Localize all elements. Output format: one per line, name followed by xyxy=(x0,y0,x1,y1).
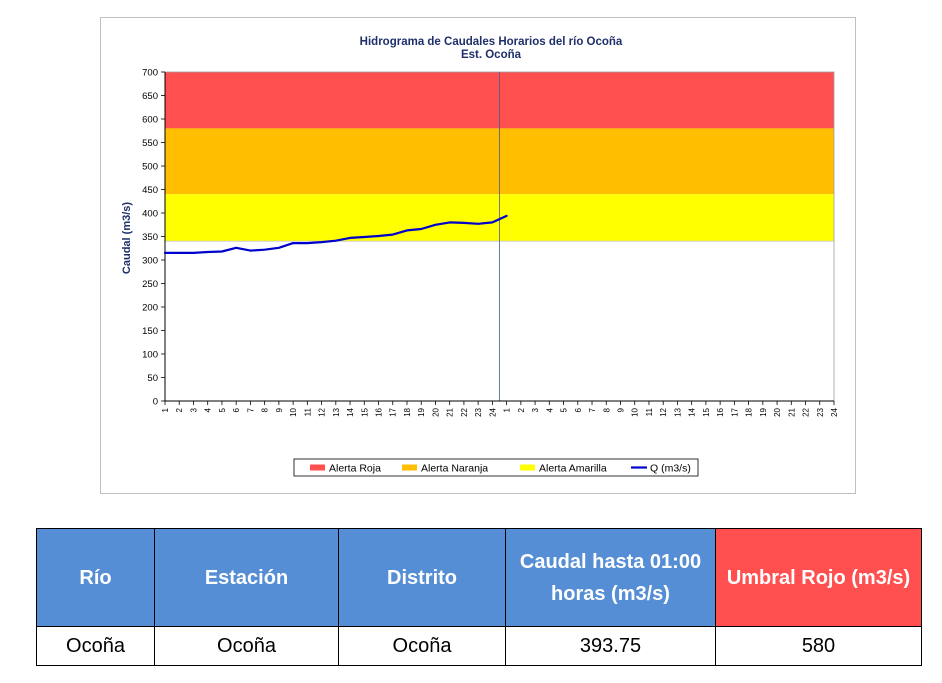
x-tick-label: 19 xyxy=(417,407,426,416)
x-tick-label: 13 xyxy=(673,407,682,416)
x-tick-label: 4 xyxy=(204,407,213,412)
y-tick-label: 350 xyxy=(142,232,158,243)
x-tick-label: 1 xyxy=(161,407,170,412)
x-tick-label: 10 xyxy=(631,407,640,416)
x-tick-label: 21 xyxy=(446,407,455,416)
x-tick-label: 11 xyxy=(645,407,654,416)
legend-box xyxy=(293,458,699,477)
x-tick-label: 16 xyxy=(375,407,384,416)
x-tick-label: 22 xyxy=(802,407,811,416)
x-tick-label: 4 xyxy=(545,407,554,412)
legend-swatch-1 xyxy=(310,464,325,471)
x-tick-label: 7 xyxy=(588,407,597,412)
x-tick-label: 9 xyxy=(616,407,625,412)
chart-legend: Alerta Roja Alerta Naranja Alerta Amarilla… xyxy=(293,458,699,477)
x-tick-label: 14 xyxy=(688,407,697,416)
table-header-row: Río Estación Distrito Caudal hasta 01:00… xyxy=(36,528,922,627)
x-tick-label: 16 xyxy=(716,407,725,416)
chart-subtitle: Est. Ocoña xyxy=(461,49,522,61)
x-tick-label: 1 xyxy=(503,407,512,412)
x-tick-label: 18 xyxy=(745,407,754,416)
x-tick-label: 12 xyxy=(318,407,327,416)
x-tick-label: 23 xyxy=(474,407,483,416)
x-tick-label: 24 xyxy=(488,407,497,416)
y-tick-label: 400 xyxy=(142,209,158,220)
x-tick-label: 17 xyxy=(730,407,739,416)
x-tick-label: 2 xyxy=(175,407,184,412)
x-tick-label: 21 xyxy=(787,407,796,416)
header-umbral-rojo: Umbral Rojo (m3/s) xyxy=(715,528,922,627)
x-tick-label: 15 xyxy=(360,407,369,416)
summary-table: Río Estación Distrito Caudal hasta 01:00… xyxy=(36,528,922,666)
header-caudal: Caudal hasta 01:00 horas (m3/s) xyxy=(505,528,716,627)
hydrograph-chart: Hidrograma de Caudales Horarios del río … xyxy=(121,36,839,477)
x-tick-label: 3 xyxy=(189,407,198,412)
header-estacion: Estación xyxy=(154,528,339,627)
series-line-1 xyxy=(163,214,508,254)
x-tick-label: 20 xyxy=(773,407,782,416)
cell-umbral-rojo: 580 xyxy=(715,626,922,666)
x-tick-label: 14 xyxy=(346,407,355,416)
x-tick-label: 2 xyxy=(517,407,526,412)
y-tick-label: 300 xyxy=(142,256,158,267)
x-tick-label: 11 xyxy=(303,407,312,416)
x-tick-label: 18 xyxy=(403,407,412,416)
x-tick-label: 9 xyxy=(275,407,284,412)
header-distrito: Distrito xyxy=(338,528,506,627)
y-tick-label: 450 xyxy=(142,185,158,196)
x-tick-label: 3 xyxy=(531,407,540,412)
legend-label-1: Alerta Roja xyxy=(329,463,381,475)
x-tick-label: 6 xyxy=(232,407,241,412)
x-tick-label: 8 xyxy=(261,407,270,412)
cell-caudal: 393.75 xyxy=(505,626,716,666)
legend-label-2: Alerta Naranja xyxy=(421,463,488,475)
x-tick-label: 13 xyxy=(332,407,341,416)
y-tick-label: 650 xyxy=(142,91,158,102)
chart-frame: Hidrograma de Caudales Horarios del río … xyxy=(100,17,856,494)
legend-label-3: Alerta Amarilla xyxy=(539,463,607,475)
chart-title: Hidrograma de Caudales Horarios del río … xyxy=(360,36,623,48)
y-tick-label: 550 xyxy=(142,138,158,149)
y-tick-label: 700 xyxy=(142,68,158,79)
x-tick-label: 5 xyxy=(218,407,227,412)
x-tick-label: 20 xyxy=(431,407,440,416)
y-tick-label: 600 xyxy=(142,115,158,126)
legend-swatch-3 xyxy=(520,464,535,471)
header-rio: Río xyxy=(36,528,155,627)
y-tick-label: 150 xyxy=(142,326,158,337)
x-tick-label: 17 xyxy=(389,407,398,416)
y-tick-label: 200 xyxy=(142,303,158,314)
x-tick-label: 22 xyxy=(460,407,469,416)
table-row: Ocoña Ocoña Ocoña 393.75 580 xyxy=(36,626,922,666)
x-tick-label: 15 xyxy=(702,407,711,416)
y-tick-label: 50 xyxy=(147,373,158,384)
cell-estacion: Ocoña xyxy=(154,626,339,666)
cell-distrito: Ocoña xyxy=(338,626,506,666)
x-tick-label: 7 xyxy=(246,407,255,412)
x-tick-label: 5 xyxy=(560,407,569,412)
y-tick-label: 250 xyxy=(142,279,158,290)
y-tick-label: 500 xyxy=(142,162,158,173)
cell-rio: Ocoña xyxy=(36,626,155,666)
x-tick-label: 6 xyxy=(574,407,583,412)
y-axis-label: Caudal (m3/s) xyxy=(121,202,133,274)
legend-label-4: Q (m3/s) xyxy=(650,463,691,475)
x-tick-label: 19 xyxy=(759,407,768,416)
x-tick-label: 23 xyxy=(816,407,825,416)
legend-swatch-2 xyxy=(402,464,417,471)
x-tick-label: 10 xyxy=(289,407,298,416)
x-tick-label: 12 xyxy=(659,407,668,416)
y-tick-label: 0 xyxy=(153,397,158,408)
y-tick-label: 100 xyxy=(142,350,158,361)
x-tick-label: 24 xyxy=(830,407,839,416)
x-tick-label: 8 xyxy=(602,407,611,412)
